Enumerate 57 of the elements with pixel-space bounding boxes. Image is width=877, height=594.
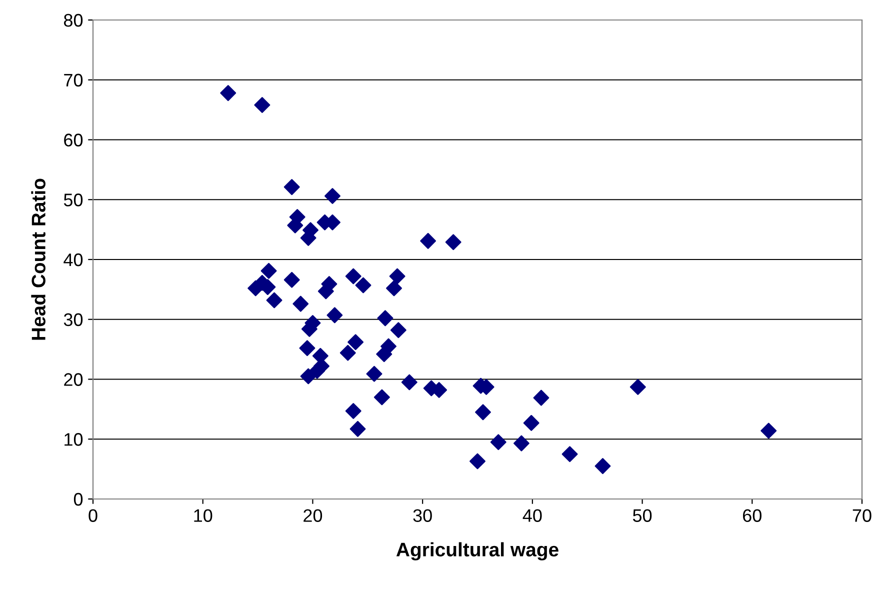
point — [299, 340, 316, 356]
point — [386, 280, 402, 296]
y-tick-label: 40 — [64, 253, 83, 266]
x-axis-title: Agricultural wage — [396, 542, 558, 560]
point — [390, 322, 406, 338]
point — [377, 310, 394, 326]
point — [220, 85, 236, 102]
point — [254, 97, 270, 113]
point — [401, 374, 418, 390]
point — [348, 334, 364, 350]
point — [630, 379, 646, 396]
point — [266, 292, 282, 308]
point — [345, 268, 362, 284]
point — [309, 362, 326, 379]
x-tick-label: 20 — [304, 509, 322, 522]
point — [260, 262, 277, 279]
point — [374, 389, 390, 406]
point — [760, 422, 777, 439]
point — [340, 344, 356, 361]
x-tick-label: 40 — [522, 509, 542, 522]
x-tick-label: 60 — [743, 509, 762, 522]
x-tick-label: 0 — [88, 509, 98, 522]
point — [376, 346, 392, 362]
y-axis-title: Head Count Ratio — [31, 178, 46, 340]
point — [326, 307, 343, 324]
point — [350, 420, 366, 437]
x-tick-label: 50 — [632, 509, 652, 522]
point — [420, 232, 436, 249]
point — [523, 414, 540, 431]
y-tick-label: 10 — [64, 433, 83, 446]
x-tick-label: 30 — [413, 509, 432, 522]
point — [470, 453, 486, 470]
point — [284, 179, 300, 196]
point — [445, 234, 462, 250]
x-tick-label: 70 — [852, 509, 872, 522]
point — [355, 277, 372, 294]
point — [594, 458, 611, 474]
point — [562, 446, 578, 462]
point — [533, 390, 550, 406]
point — [490, 434, 506, 450]
y-tick-label: 20 — [64, 373, 83, 386]
point — [345, 403, 362, 419]
point — [284, 272, 300, 288]
y-tick-label: 70 — [64, 74, 83, 87]
point — [300, 368, 316, 384]
y-tick-label: 50 — [64, 194, 83, 206]
y-tick-label: 80 — [64, 14, 83, 27]
point — [292, 296, 309, 312]
x-tick-label: 10 — [194, 509, 212, 522]
y-tick-label: 0 — [74, 492, 83, 506]
point — [475, 404, 491, 420]
y-tick-label: 30 — [64, 313, 83, 326]
point — [513, 435, 530, 452]
y-tick-label: 60 — [64, 134, 83, 146]
point — [389, 268, 406, 284]
point — [324, 188, 340, 204]
point — [366, 366, 382, 382]
